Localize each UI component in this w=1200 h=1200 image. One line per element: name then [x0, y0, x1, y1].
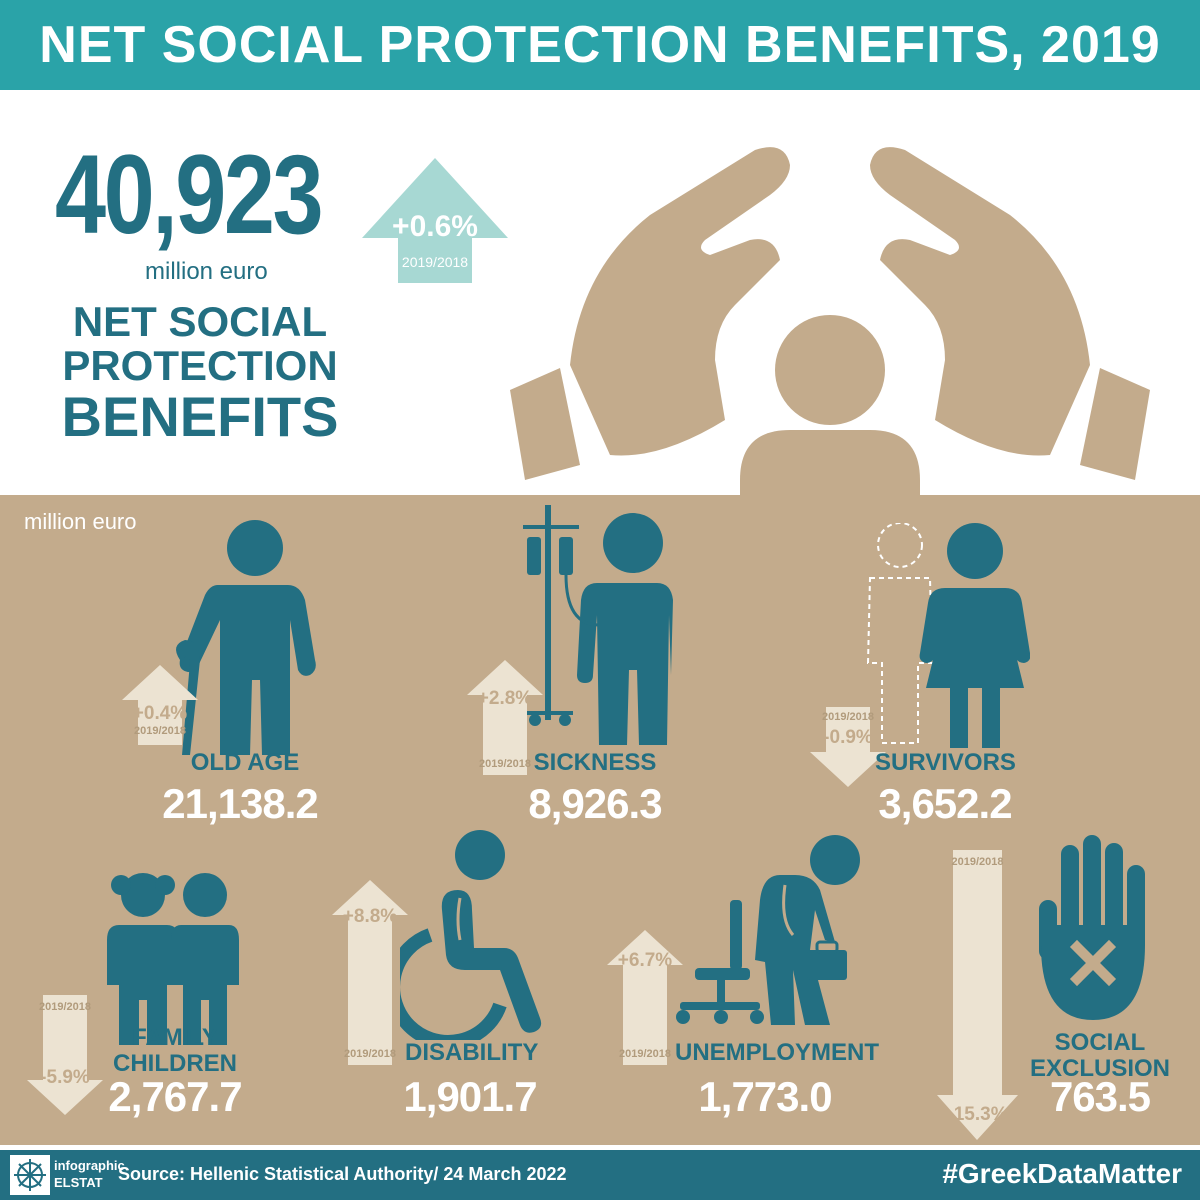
- unemployed-person-icon: [676, 835, 860, 1025]
- iv-drip-patient-icon: [523, 505, 673, 745]
- logo-line1: infographic: [54, 1158, 125, 1173]
- sickness-period: 2019/2018: [479, 758, 531, 770]
- stop-hand-icon: [1039, 835, 1145, 1020]
- logo-line2: ELSTAT: [54, 1175, 103, 1190]
- up-arrow-icon: [122, 665, 198, 745]
- down-arrow-icon: [937, 850, 1018, 1140]
- total-value: 40,923: [55, 132, 324, 257]
- survivors-change: -0.9%: [823, 727, 873, 748]
- divider: [0, 1145, 1200, 1150]
- social-exclusion-label-line2: EXCLUSION: [1030, 1055, 1171, 1082]
- up-arrow-icon: [332, 880, 408, 1065]
- children-icon: [107, 873, 239, 1045]
- survivors-value: 3,652.2: [878, 780, 1012, 827]
- summary-title: NET SOCIAL PROTECTION BENEFITS: [55, 300, 345, 446]
- family-label: FAMILY CHILDREN: [105, 1025, 245, 1077]
- social-exclusion-value: 763.5: [1049, 1073, 1151, 1120]
- social-exclusion-label: SOCIAL EXCLUSION: [1030, 1030, 1170, 1082]
- disability-change: +8.8%: [342, 906, 398, 927]
- unemployment-change: +6.7%: [617, 950, 673, 971]
- sickness-value: 8,926.3: [528, 780, 662, 827]
- survivors-label: SURVIVORS: [875, 749, 1016, 776]
- down-arrow-icon: [810, 707, 886, 787]
- total-unit: million euro: [145, 258, 268, 285]
- up-arrow-icon: [362, 158, 508, 283]
- social-exclusion-label-line1: SOCIAL: [1054, 1029, 1146, 1056]
- protecting-hands-icon: [510, 147, 1150, 525]
- family-value: 2,767.7: [108, 1073, 242, 1120]
- up-arrow-icon: [607, 930, 683, 1065]
- unemployment-label: UNEMPLOYMENT: [675, 1039, 879, 1066]
- sickness-label: SICKNESS: [533, 749, 657, 776]
- total-change-arrow: +0.6% 2019/2018: [360, 158, 510, 283]
- disability-period: 2019/2018: [344, 1048, 396, 1060]
- social-exclusion-period: 2019/2018: [951, 856, 1004, 868]
- unemployment-value: 1,773.0: [698, 1073, 832, 1120]
- up-arrow-icon: [467, 660, 543, 775]
- widow-icon: [866, 523, 1030, 748]
- summary-title-line2: PROTECTION: [62, 342, 338, 389]
- disability-value: 1,901.7: [403, 1073, 537, 1120]
- down-arrow-icon: [27, 995, 103, 1115]
- page-title: NET SOCIAL PROTECTION BENEFITS, 2019: [0, 0, 1200, 90]
- breakdown-section: million euro +0.4% 2019/2018 OLD AGE 21,…: [0, 495, 1200, 1145]
- family-label-line1: FAMILY: [132, 1024, 218, 1051]
- social-exclusion-change: -15.3%: [947, 1104, 1008, 1125]
- total-change-period: 2019/2018: [401, 254, 469, 270]
- summary-title-line3: BENEFITS: [61, 385, 339, 448]
- survivors-period: 2019/2018: [822, 711, 874, 723]
- summary-title-line1: NET SOCIAL: [72, 298, 328, 345]
- wheelchair-icon: [400, 830, 542, 1040]
- sickness-change: +2.8%: [477, 688, 533, 709]
- old-age-period: 2019/2018: [134, 725, 186, 737]
- old-age-change: +0.4%: [132, 703, 188, 724]
- source-text: Source: Hellenic Statistical Authority/ …: [118, 1164, 567, 1184]
- old-age-value: 21,138.2: [162, 780, 319, 827]
- family-label-line2: CHILDREN: [113, 1050, 237, 1077]
- logo-text: infographic ELSTAT: [54, 1157, 125, 1191]
- summary-section: 40,923 million euro NET SOCIAL PROTECTIO…: [0, 90, 1200, 525]
- family-change: -5.9%: [40, 1067, 90, 1088]
- total-change-value: +0.6%: [392, 210, 478, 243]
- footer: infographic ELSTAT Source: Hellenic Stat…: [0, 1150, 1200, 1200]
- disability-label: DISABILITY: [405, 1039, 539, 1066]
- elstat-logo-icon: [10, 1155, 50, 1195]
- family-period: 2019/2018: [39, 1001, 91, 1013]
- hashtag: #GreekDataMatter: [942, 1158, 1182, 1189]
- breakdown-unit: million euro: [24, 509, 137, 534]
- old-age-label: OLD AGE: [190, 749, 300, 776]
- unemployment-period: 2019/2018: [619, 1048, 671, 1060]
